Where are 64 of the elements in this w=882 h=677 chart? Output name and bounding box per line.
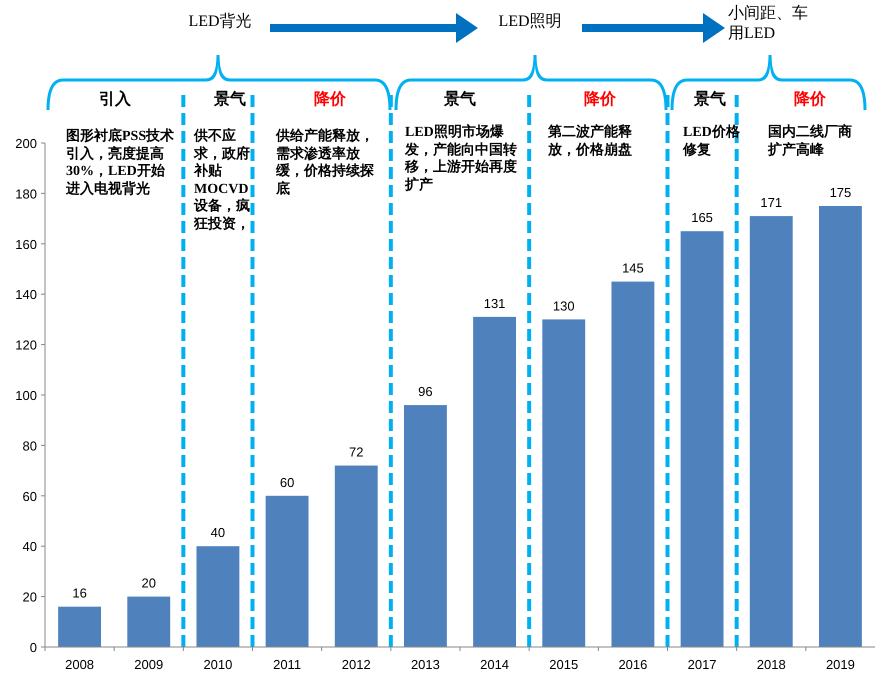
text: 降价 [583, 90, 617, 110]
data-label: 96 [418, 384, 433, 400]
annotation: 第二波产能释放，价格崩盘 [548, 124, 633, 159]
data-label: 60 [280, 474, 294, 490]
x-tick-label: 2009 [134, 657, 164, 672]
data-label: 130 [552, 298, 575, 314]
data-label: 145 [622, 260, 644, 276]
x-tick-label: 2019 [826, 657, 855, 672]
bar [127, 596, 170, 647]
y-tick-label: 140 [15, 287, 37, 302]
annotation: 供不应求，政府补贴MOCVD设备，疯狂投资， [194, 128, 251, 233]
annotation: 供给产能释放，需求渗透率放缓，价格持续探底 [276, 128, 375, 198]
x-tick-label: 2017 [688, 657, 717, 672]
bar [542, 319, 586, 647]
bar [404, 405, 447, 647]
text: 景气 [693, 90, 727, 110]
text: 景气 [213, 90, 247, 110]
y-tick-label: 80 [22, 438, 37, 454]
y-tick-label: 160 [15, 236, 37, 252]
y-tick-label: 40 [22, 539, 37, 554]
x-tick-label: 2016 [618, 657, 648, 672]
y-tick-label: 60 [22, 488, 37, 504]
x-tick-label: 2018 [756, 657, 786, 672]
annotation: LED价格修复 [683, 124, 741, 159]
bar [266, 496, 309, 647]
data-label: 16 [72, 586, 87, 601]
y-tick-label: 120 [15, 338, 37, 353]
data-label: 165 [691, 210, 713, 226]
annotation: 图形衬底PSS技术引入，亮度提高30%，LED开始进入电视背光 [66, 128, 176, 198]
data-label: 131 [484, 296, 506, 311]
bar [334, 466, 378, 647]
text: 引入 [98, 90, 132, 110]
bar [58, 606, 102, 647]
data-label: 20 [142, 576, 156, 591]
bar [818, 206, 862, 647]
y-tick-label: 0 [30, 640, 37, 655]
text: 景气 [443, 90, 477, 110]
text: LED背光 [187, 12, 253, 32]
data-label: 72 [349, 444, 364, 460]
y-tick-label: 200 [15, 136, 37, 151]
y-tick-label: 100 [15, 388, 37, 403]
annotation: 国内二线厂商扩产高峰 [768, 124, 853, 159]
data-label: 175 [830, 185, 852, 200]
text: 降价 [793, 90, 827, 110]
x-tick-label: 2014 [480, 657, 510, 672]
bar [196, 546, 240, 647]
data-label: 171 [760, 195, 782, 210]
x-tick-label: 2015 [549, 657, 578, 672]
text: LED照明 [497, 12, 563, 32]
text: 降价 [313, 90, 347, 110]
text: 小间距、车用LED [728, 4, 809, 44]
x-tick-label: 2010 [203, 657, 232, 672]
bar [473, 316, 516, 647]
x-tick-label: 2012 [342, 657, 371, 672]
y-tick-label: 180 [15, 186, 37, 202]
x-tick-label: 2011 [273, 657, 302, 672]
bar [750, 216, 793, 647]
bar [680, 231, 724, 647]
annotation: LED照明市场爆发，产能向中国转移，上游开始再度扩产 [405, 124, 518, 194]
y-tick-label: 20 [22, 590, 37, 605]
x-tick-label: 2008 [65, 657, 94, 672]
bar [611, 282, 654, 647]
x-tick-label: 2013 [410, 657, 440, 672]
data-label: 40 [210, 525, 226, 540]
